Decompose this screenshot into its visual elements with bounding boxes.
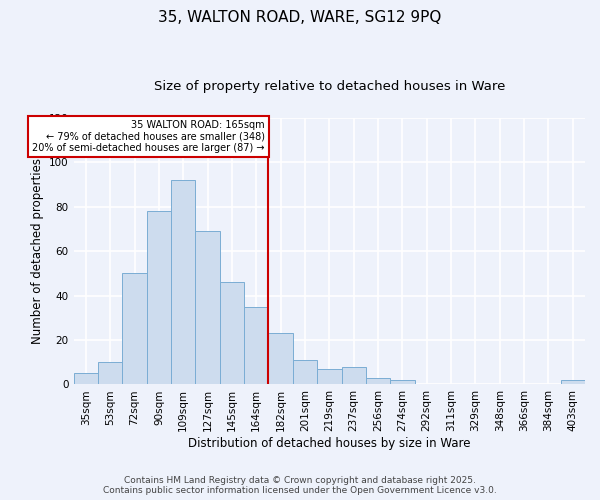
Bar — [390, 380, 415, 384]
Text: 35, WALTON ROAD, WARE, SG12 9PQ: 35, WALTON ROAD, WARE, SG12 9PQ — [158, 10, 442, 25]
Bar — [268, 334, 293, 384]
Bar — [341, 366, 366, 384]
Bar — [244, 306, 268, 384]
Bar — [196, 231, 220, 384]
Y-axis label: Number of detached properties: Number of detached properties — [31, 158, 44, 344]
Bar — [147, 211, 171, 384]
Bar — [171, 180, 196, 384]
Bar — [560, 380, 585, 384]
Bar — [122, 274, 147, 384]
X-axis label: Distribution of detached houses by size in Ware: Distribution of detached houses by size … — [188, 437, 470, 450]
Text: Contains HM Land Registry data © Crown copyright and database right 2025.
Contai: Contains HM Land Registry data © Crown c… — [103, 476, 497, 495]
Bar — [220, 282, 244, 384]
Bar — [366, 378, 390, 384]
Bar — [98, 362, 122, 384]
Title: Size of property relative to detached houses in Ware: Size of property relative to detached ho… — [154, 80, 505, 93]
Bar — [74, 374, 98, 384]
Text: 35 WALTON ROAD: 165sqm
← 79% of detached houses are smaller (348)
20% of semi-de: 35 WALTON ROAD: 165sqm ← 79% of detached… — [32, 120, 265, 153]
Bar — [317, 369, 341, 384]
Bar — [293, 360, 317, 384]
